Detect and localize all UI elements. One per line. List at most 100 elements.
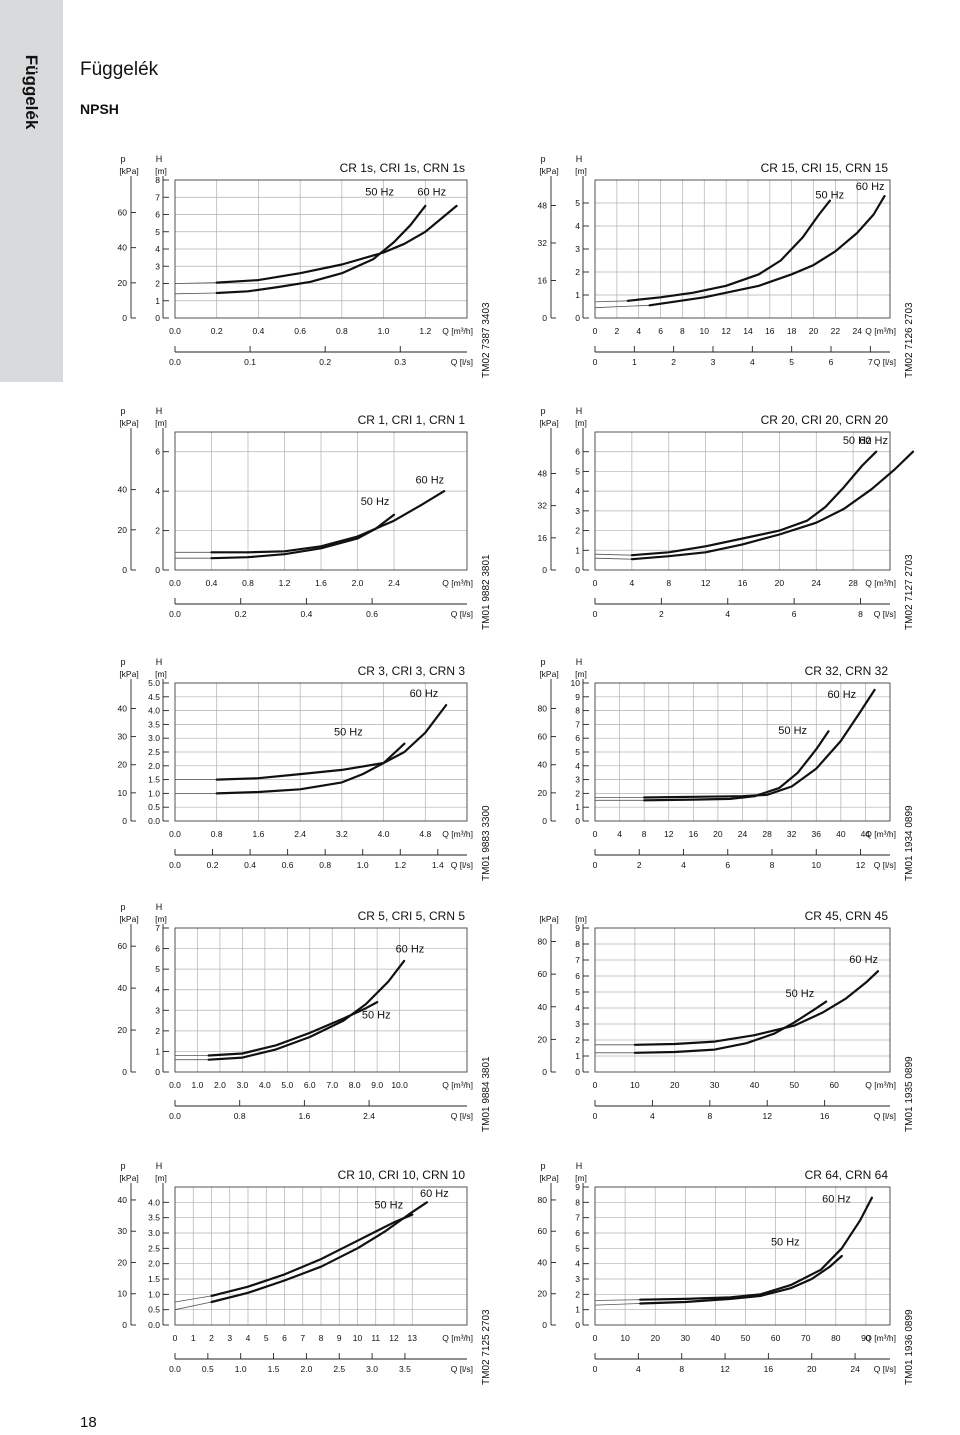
h-axis-tick-label: 0 bbox=[575, 565, 580, 575]
x-axis-tick-label: 44 bbox=[861, 829, 871, 839]
npsh-curve-50hz-extension bbox=[594, 1303, 641, 1306]
h-axis-tick-label: 1.0 bbox=[148, 1289, 160, 1299]
x-axis-tick-label: 6 bbox=[282, 1333, 287, 1343]
h-axis-tick-label: 1 bbox=[155, 296, 160, 306]
frequency-label: 60 Hz bbox=[856, 181, 885, 193]
h-axis-tick-label: 2 bbox=[575, 788, 580, 798]
x2-axis-tick-label: 0 bbox=[593, 860, 598, 870]
frequency-label: 50 Hz bbox=[365, 187, 394, 199]
npsh-curve-50hz bbox=[626, 199, 831, 302]
npsh-curve-50hz bbox=[215, 204, 427, 295]
x-axis-tick-label: 20 bbox=[650, 1333, 660, 1343]
h-axis-tick-label: 1 bbox=[575, 290, 580, 300]
x-axis-tick-label: 0.8 bbox=[242, 578, 254, 588]
npsh-chart-svg: 0.00.51.01.52.02.53.03.54.0H[m]010203040… bbox=[118, 1161, 492, 1385]
x2-axis-tick-label: 0 bbox=[593, 1111, 598, 1121]
x2-axis-tick-label: 6 bbox=[829, 357, 834, 367]
x-axis-tick-label: 0.0 bbox=[169, 578, 181, 588]
plot-frame bbox=[174, 179, 468, 319]
x-axis-tick-label: 3.0 bbox=[236, 1080, 248, 1090]
h-axis-tick-label: 0.5 bbox=[148, 1305, 160, 1315]
p-axis-tick-label: 30 bbox=[118, 732, 128, 742]
h-axis-unit: [m] bbox=[575, 418, 587, 428]
x-axis-tick-label: 2.0 bbox=[214, 1080, 226, 1090]
p-axis-tick-label: 0 bbox=[542, 1320, 547, 1330]
x-axis-tick-label: 4 bbox=[246, 1333, 251, 1343]
npsh-curve-60hz bbox=[210, 489, 446, 554]
x-axis-label: Q [m³/h] bbox=[865, 578, 896, 588]
h-axis-tick-label: 2 bbox=[575, 1289, 580, 1299]
h-axis-tick-label: 5 bbox=[575, 1243, 580, 1253]
p-axis-unit: [kPa] bbox=[539, 1173, 558, 1183]
x-axis-tick-label: 30 bbox=[681, 1333, 691, 1343]
h-axis-tick-label: 0 bbox=[575, 1067, 580, 1077]
x2-axis-tick-label: 4 bbox=[636, 1364, 641, 1374]
h-axis-tick-label: 4 bbox=[575, 1259, 580, 1269]
x-axis-tick-label: 24 bbox=[812, 578, 822, 588]
x-axis-label: Q [m³/h] bbox=[865, 1080, 896, 1090]
x2-axis-tick-label: 4 bbox=[681, 860, 686, 870]
h-axis-tick-label: 3.5 bbox=[148, 719, 160, 729]
x2-axis-tick-label: 2 bbox=[659, 609, 664, 619]
p-axis-tick-label: 40 bbox=[118, 983, 128, 993]
figure-code: TM01 9884 3801 bbox=[481, 1056, 492, 1132]
section-title: NPSH bbox=[80, 101, 119, 117]
npsh-curve-50hz-extension bbox=[594, 553, 632, 556]
h-axis-tick-label: 7 bbox=[155, 192, 160, 202]
chart-title: CR 1s, CRI 1s, CRN 1s bbox=[340, 161, 465, 175]
x2-axis-tick-label: 8 bbox=[858, 609, 863, 619]
h-axis-tick-label: 4 bbox=[575, 1003, 580, 1013]
x-axis-tick-label: 0.0 bbox=[169, 326, 181, 336]
x-axis-tick-label: 10 bbox=[353, 1333, 363, 1343]
x-axis-tick-label: 16 bbox=[689, 829, 699, 839]
x-axis-tick-label: 3.2 bbox=[336, 829, 348, 839]
frequency-label: 60 Hz bbox=[859, 435, 888, 447]
x-axis-tick-label: 2.4 bbox=[294, 829, 306, 839]
h-axis-tick-label: 1 bbox=[575, 545, 580, 555]
x2-axis-label: Q [l/s] bbox=[874, 1111, 896, 1121]
h-axis-tick-label: 2 bbox=[155, 1026, 160, 1036]
x-axis-tick-label: 1.6 bbox=[315, 578, 327, 588]
x-axis-tick-label: 40 bbox=[750, 1080, 760, 1090]
x-axis-tick-label: 2 bbox=[209, 1333, 214, 1343]
frequency-label: 60 Hz bbox=[410, 688, 439, 700]
x-axis-label: Q [m³/h] bbox=[442, 1333, 473, 1343]
npsh-curve-50hz-extension bbox=[174, 292, 217, 295]
h-axis-label: H bbox=[576, 657, 583, 667]
npsh-curve-60hz bbox=[215, 204, 458, 284]
p-axis-tick-label: 60 bbox=[538, 732, 548, 742]
h-axis-tick-label: 2.5 bbox=[148, 1243, 160, 1253]
x-axis-tick-label: 0 bbox=[593, 578, 598, 588]
x2-axis-label: Q [l/s] bbox=[451, 1364, 473, 1374]
x2-axis-tick-label: 2.0 bbox=[300, 1364, 312, 1374]
x2-axis-tick-label: 0.0 bbox=[169, 609, 181, 619]
h-axis-tick-label: 4.0 bbox=[148, 1197, 160, 1207]
x-axis-tick-label: 0.0 bbox=[169, 1080, 181, 1090]
p-axis-tick-label: 16 bbox=[538, 533, 548, 543]
chart-title: CR 20, CRI 20, CRN 20 bbox=[761, 413, 889, 427]
npsh-chart: 0 1 2 3 4 5 6 7 8 H [m] 0 20 40 60 p [kPa] 0.0 0.2 0.4 0.6 0.… bbox=[117, 150, 497, 382]
h-axis-tick-label: 2 bbox=[155, 526, 160, 536]
frequency-label: 60 Hz bbox=[420, 1188, 449, 1200]
x-axis-tick-label: 3 bbox=[227, 1333, 232, 1343]
frequency-label: 60 Hz bbox=[396, 944, 425, 956]
h-axis-tick-label: 3.0 bbox=[148, 733, 160, 743]
npsh-chart: 0 1 2 3 4 5 H [m] 0 16 32 48 p [kPa] 0 2 4 6 8 10 12 14 16 18 20… bbox=[537, 150, 920, 382]
h-axis-unit: [m] bbox=[575, 166, 587, 176]
plot-frame bbox=[174, 927, 468, 1073]
x2-axis-label: Q [l/s] bbox=[874, 609, 896, 619]
chart-title: CR 5, CRI 5, CRN 5 bbox=[358, 909, 466, 923]
chart-title: CR 64, CRN 64 bbox=[805, 1168, 889, 1182]
h-axis-tick-label: 2.5 bbox=[148, 747, 160, 757]
x-axis-tick-label: 60 bbox=[829, 1080, 839, 1090]
h-axis-tick-label: 1 bbox=[575, 1051, 580, 1061]
h-axis-label: H bbox=[156, 657, 163, 667]
npsh-curve-60hz bbox=[639, 1196, 873, 1301]
p-axis-label: p bbox=[120, 657, 125, 667]
x-axis-tick-label: 7 bbox=[300, 1333, 305, 1343]
p-axis-tick-label: 80 bbox=[538, 1195, 548, 1205]
h-axis-tick-label: 3 bbox=[155, 1005, 160, 1015]
npsh-curve-50hz bbox=[639, 1254, 843, 1305]
